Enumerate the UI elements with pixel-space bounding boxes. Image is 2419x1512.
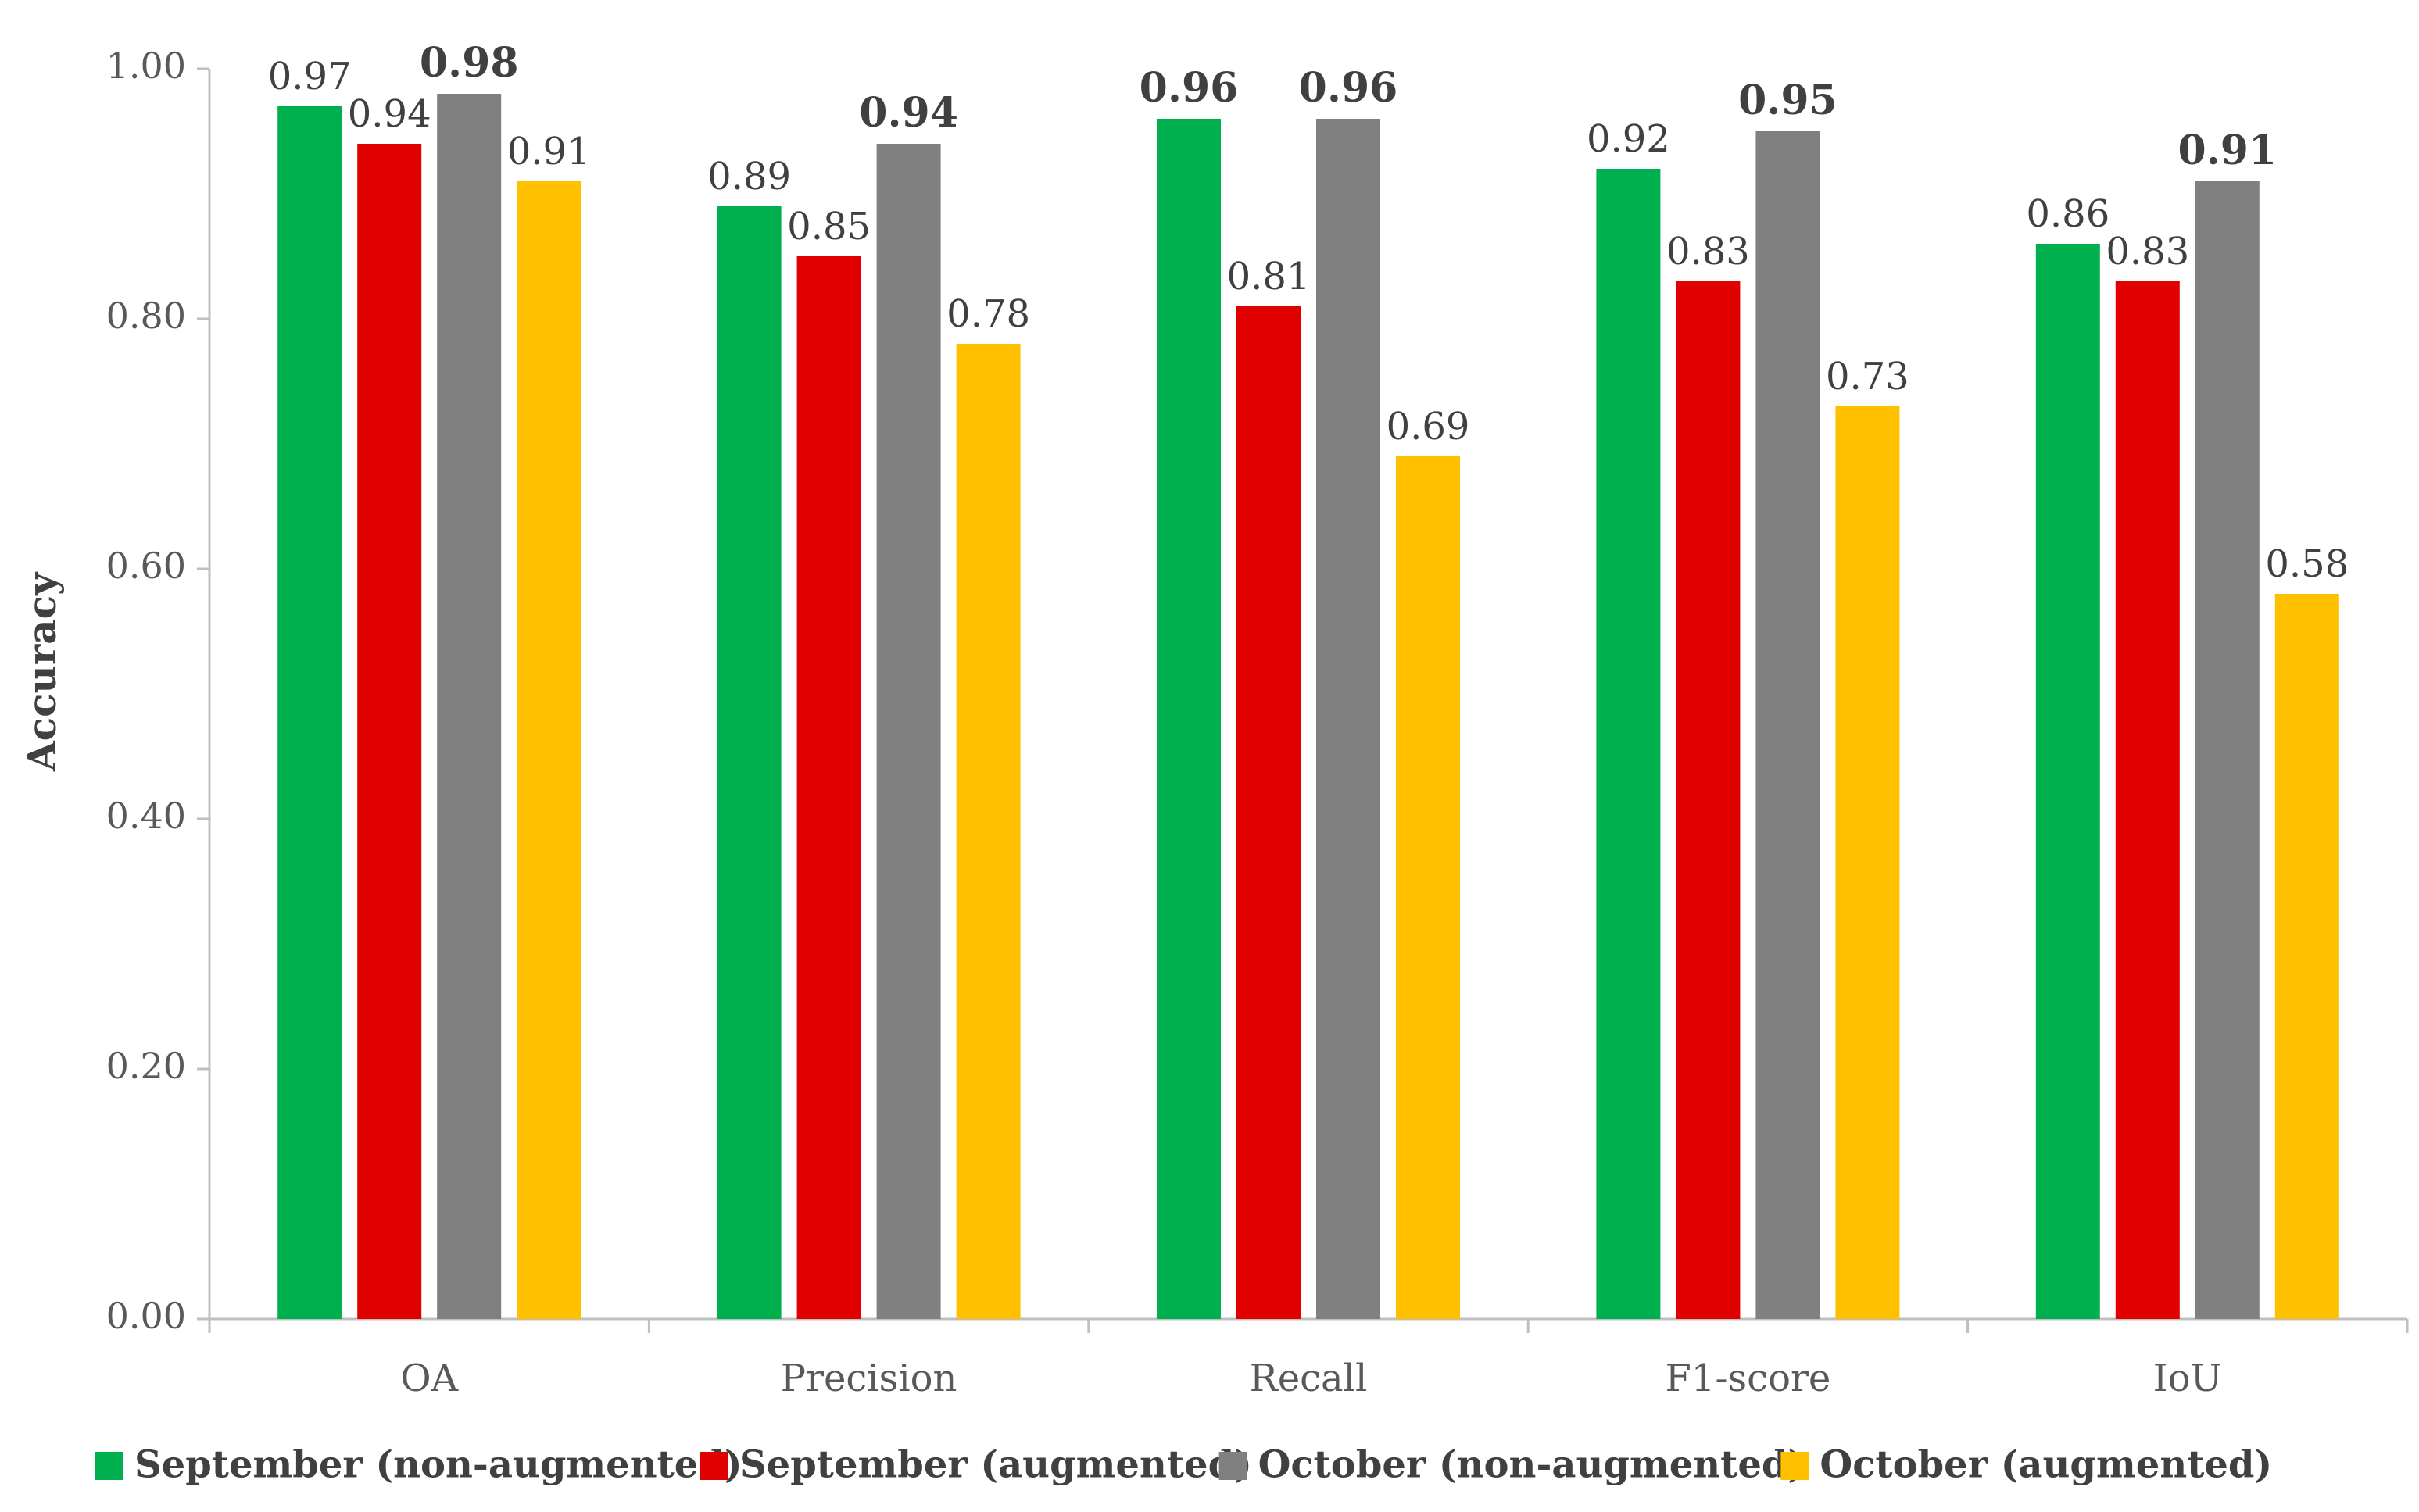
data-label: 0.97 bbox=[268, 55, 352, 98]
bar bbox=[2115, 281, 2180, 1319]
y-tick-label: 0.40 bbox=[106, 795, 186, 837]
bar bbox=[1755, 131, 1820, 1319]
data-label: 0.94 bbox=[348, 92, 431, 136]
x-category-label: IoU bbox=[2153, 1357, 2222, 1400]
bar bbox=[1596, 169, 1661, 1319]
x-category-label: Precision bbox=[781, 1357, 957, 1400]
legend-swatch bbox=[1218, 1452, 1247, 1480]
data-label: 0.81 bbox=[1227, 255, 1311, 298]
legend-label: October (non-augmented) bbox=[1258, 1443, 1806, 1487]
bar bbox=[956, 344, 1021, 1319]
legend-label: September (non-augmented) bbox=[134, 1443, 743, 1487]
y-tick-label: 0.80 bbox=[106, 295, 186, 337]
data-label: 0.69 bbox=[1387, 405, 1470, 449]
data-label: 0.98 bbox=[420, 39, 519, 87]
legend-item: October (non-augmented) bbox=[1218, 1443, 1806, 1487]
data-label: 0.89 bbox=[707, 155, 791, 198]
legend-item: October (augmented) bbox=[1780, 1443, 2272, 1487]
data-label: 0.73 bbox=[1826, 355, 1909, 399]
bar bbox=[2195, 181, 2260, 1319]
plot-area: 0.000.200.400.600.801.00 0.970.940.980.91… bbox=[106, 39, 2409, 1400]
legend-item: September (non-augmented) bbox=[95, 1443, 743, 1487]
bar bbox=[1236, 306, 1301, 1319]
data-label: 0.95 bbox=[1738, 77, 1838, 124]
x-category-label: OA bbox=[400, 1357, 459, 1400]
y-tick-label: 0.00 bbox=[106, 1295, 186, 1337]
legend-label: September (augmented) bbox=[739, 1443, 1252, 1487]
bar bbox=[796, 256, 861, 1319]
bar bbox=[517, 181, 581, 1319]
y-tick-label: 1.00 bbox=[106, 45, 186, 87]
data-label: 0.91 bbox=[507, 130, 591, 173]
data-label: 0.85 bbox=[787, 205, 871, 248]
data-label: 0.96 bbox=[1299, 64, 1398, 112]
bar bbox=[2274, 594, 2339, 1319]
bar bbox=[277, 106, 342, 1319]
x-category-label: F1-score bbox=[1665, 1357, 1830, 1400]
data-label: 0.58 bbox=[2265, 542, 2349, 586]
bar bbox=[1316, 119, 1380, 1319]
y-tick-label: 0.60 bbox=[106, 545, 186, 587]
data-label: 0.92 bbox=[1587, 117, 1670, 161]
y-axis-label-group: Accuracy bbox=[19, 571, 65, 772]
data-label: 0.94 bbox=[859, 89, 958, 137]
legend: September (non-augmented)September (augm… bbox=[95, 1443, 2272, 1487]
bar bbox=[1676, 281, 1741, 1319]
bar bbox=[357, 144, 422, 1319]
x-category-label: Recall bbox=[1250, 1357, 1368, 1400]
bar bbox=[1396, 456, 1460, 1319]
bar bbox=[437, 94, 502, 1319]
bar bbox=[876, 144, 941, 1319]
legend-item: September (augmented) bbox=[700, 1443, 1252, 1487]
y-axis-label: Accuracy bbox=[19, 571, 65, 772]
data-label: 0.86 bbox=[2026, 192, 2109, 236]
legend-swatch bbox=[1780, 1452, 1809, 1480]
data-label: 0.83 bbox=[2106, 230, 2189, 273]
bar bbox=[1835, 406, 1900, 1319]
bar bbox=[2035, 244, 2100, 1319]
bar bbox=[1157, 119, 1221, 1319]
y-tick-label: 0.20 bbox=[106, 1045, 186, 1087]
legend-label: October (augmented) bbox=[1820, 1443, 2272, 1487]
data-label: 0.91 bbox=[2177, 127, 2277, 174]
data-label: 0.96 bbox=[1140, 64, 1239, 112]
bar bbox=[717, 206, 782, 1319]
data-label: 0.78 bbox=[946, 292, 1030, 336]
legend-swatch bbox=[700, 1452, 728, 1480]
legend-swatch bbox=[95, 1452, 123, 1480]
data-label: 0.83 bbox=[1666, 230, 1750, 273]
